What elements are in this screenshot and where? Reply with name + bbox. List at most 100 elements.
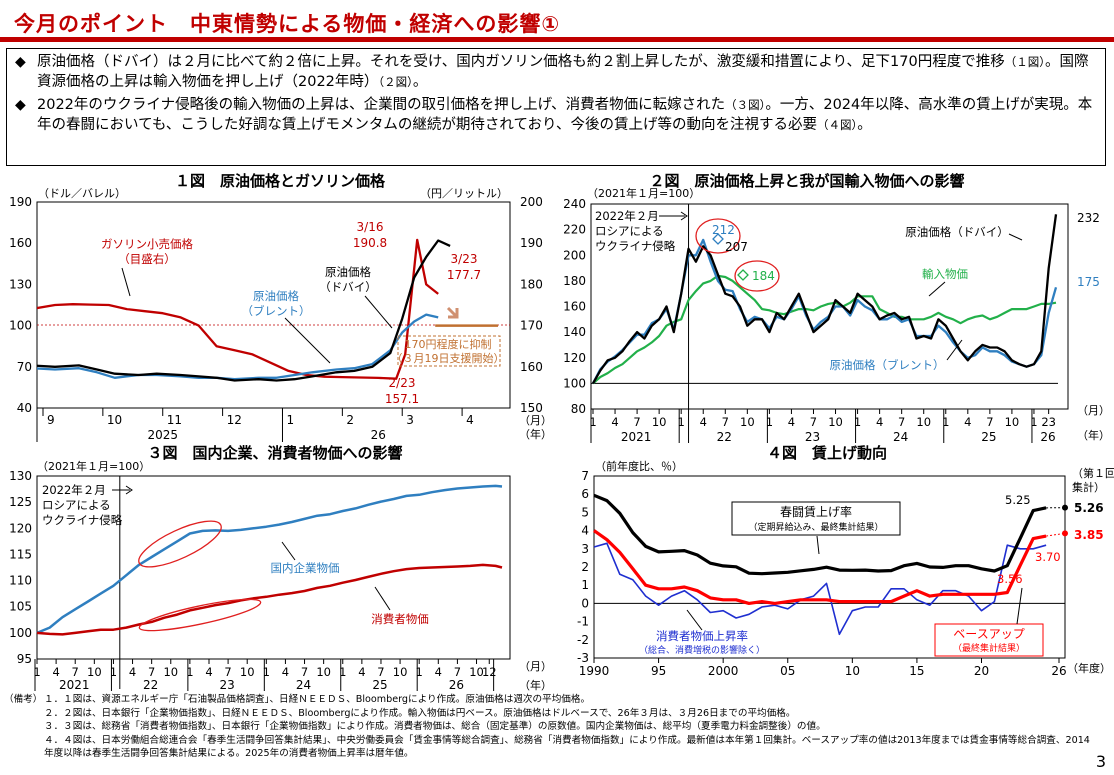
diamond-marker xyxy=(712,233,724,245)
x-tick-label: 3 xyxy=(406,413,414,427)
legend-box-baseup xyxy=(934,623,1044,657)
y-axis-label: （前年度比、％） xyxy=(595,459,683,473)
x-year-label: 2021 xyxy=(59,678,90,692)
y-tick-label: 120 xyxy=(9,521,32,535)
x-tick-label: 1 xyxy=(33,665,40,679)
cap-label-box xyxy=(397,335,501,367)
leader-brent xyxy=(946,339,963,361)
x-tick-label: 10 xyxy=(87,665,102,679)
x-tick-label: 10 xyxy=(740,415,755,429)
y-tick-label-left: 130 xyxy=(9,277,32,291)
cap-label-sub: （３月19日支援開始） xyxy=(392,351,505,365)
x-tick-label: 15 xyxy=(909,664,924,678)
last-value-dubai: 232 xyxy=(1077,211,1100,225)
latest-point-shunto xyxy=(1062,504,1068,511)
x-tick-label: 10 xyxy=(652,415,667,429)
y-tick-label-left: 190 xyxy=(9,195,32,209)
note-item: ４．４図は、日本労働組合総連合会「春季生活闘争回答集計結果」、中央労働委員会「賃… xyxy=(44,734,1090,760)
x-tick-label: 4 xyxy=(611,415,618,429)
x-tick-label: 1 xyxy=(678,415,685,429)
x-year-label: 2021 xyxy=(621,430,652,444)
y-tick-label: 1 xyxy=(581,578,589,592)
annotation-date: 3/23 xyxy=(451,252,478,266)
highlight-circle xyxy=(695,218,741,254)
annotation-date: 2/23 xyxy=(389,376,416,390)
y-tick-label: 160 xyxy=(563,300,586,314)
x-tick-label: 1 xyxy=(766,415,773,429)
chart-2-import-prices: ２図 原油価格上昇と我が国輸入物価への影響 （2021年１月=100） 240 2… xyxy=(563,172,1110,444)
x-tick-label: 10 xyxy=(828,415,843,429)
legend-baseup-sub: （最終集計結果） xyxy=(953,642,1025,654)
y-tick-label-left: 100 xyxy=(9,319,32,333)
leader-shunto xyxy=(816,535,820,555)
chart-3-domestic-prices: ３図 国内企業、消費者物価への影響 （2021年１月=100） 13012512… xyxy=(9,444,552,692)
x-tick-label: 1 xyxy=(286,413,294,427)
x-tick-label: 1 xyxy=(186,665,193,679)
note-item: ３．３図は、総務省「消費者物価指数」、日本銀行「企業物価指数」により作成。消費者… xyxy=(44,721,826,733)
value-label: 5.26 xyxy=(1074,501,1104,515)
legend-crude-dubai: 原油価格 xyxy=(325,265,371,279)
legend-box-shunto xyxy=(731,501,901,536)
y-tick-label: 100 xyxy=(563,376,586,390)
x-year-label: 26 xyxy=(371,428,386,442)
x-year-label: 23 xyxy=(219,678,234,692)
series-cgpi xyxy=(36,484,503,635)
y-tick-label: -2 xyxy=(577,633,589,647)
x-tick-label: 12 xyxy=(482,665,497,679)
y-tick-label-right: 190 xyxy=(520,236,543,250)
leader-gasoline xyxy=(121,267,131,297)
x-tick-label: 1 xyxy=(589,415,596,429)
chart-title: ２図 原油価格上昇と我が国輸入物価への影響 xyxy=(649,172,964,190)
y-tick-label: 6 xyxy=(581,487,589,501)
legend-dubai: 原油価格（ドバイ） xyxy=(905,225,1009,239)
x-tick-label: 7 xyxy=(810,415,817,429)
summary-ref: （４図） xyxy=(816,118,858,132)
x-unit-label: （年） xyxy=(519,678,552,692)
x-tick-label: 12 xyxy=(227,413,242,427)
chart-title: ３図 国内企業、消費者物価への影響 xyxy=(147,444,402,462)
x-tick-label: 10 xyxy=(393,665,408,679)
x-tick-label: 10 xyxy=(916,415,931,429)
x-tick-label: 1990 xyxy=(579,664,610,678)
x-tick-label: 7 xyxy=(301,665,308,679)
x-tick-label: 10 xyxy=(469,665,484,679)
y-tick-label: 2 xyxy=(581,560,589,574)
annotation-value: 190.8 xyxy=(353,236,387,250)
y-tick-label: 220 xyxy=(563,223,586,237)
summary-text: 。 xyxy=(412,74,428,90)
leader-cgpi xyxy=(281,541,296,561)
x-tick-label: 20 xyxy=(974,664,989,678)
x-tick-label: 7 xyxy=(454,665,461,679)
x-year-label: 22 xyxy=(717,430,732,444)
event-label: 2022年２月ロシアによるウクライナ侵略 xyxy=(42,483,123,527)
legend-cpi-growth: 消費者物価上昇率 xyxy=(656,629,748,643)
y-axis-label-left: （ドル／バレル） xyxy=(38,187,126,200)
x-tick-label: 4 xyxy=(435,665,442,679)
page-number: 3 xyxy=(1095,752,1106,771)
summary-text: 2022年のウクライナ侵略後の輸入物価の上昇は、企業間の取引価格を押し上げ、消費… xyxy=(37,97,726,113)
y-tick-label-right: 170 xyxy=(520,319,543,333)
x-tick-label: 4 xyxy=(466,413,474,427)
y-tick-label: 125 xyxy=(9,495,32,509)
x-tick-label: 95 xyxy=(651,664,666,678)
series-dubai xyxy=(592,214,1058,384)
x-year-label: 25 xyxy=(981,430,996,444)
x-unit-label: （年） xyxy=(519,427,552,441)
x-tick-label: 7 xyxy=(722,415,729,429)
leader-dubai xyxy=(364,295,393,329)
y-tick-label: 130 xyxy=(9,469,32,483)
x-tick-label: 2000 xyxy=(708,664,739,678)
y-tick-label: 200 xyxy=(563,248,586,262)
y-tick-label: 100 xyxy=(9,626,32,640)
plot-frame xyxy=(593,475,1066,659)
legend-brent: 原油価格（ブレント） xyxy=(830,358,945,372)
cap-label: 170円程度に抑制 xyxy=(405,337,492,351)
y-tick-label: 110 xyxy=(9,574,32,588)
x-unit-label: （年度） xyxy=(1067,661,1111,675)
chart-title: ４図 賃上げ動向 xyxy=(767,444,887,462)
x-year-label: 26 xyxy=(449,678,464,692)
x-tick-label: 7 xyxy=(72,665,79,679)
callout-value: 184 xyxy=(752,269,775,283)
y-tick-label: 7 xyxy=(581,469,589,483)
y-tick-label: 80 xyxy=(571,402,586,416)
